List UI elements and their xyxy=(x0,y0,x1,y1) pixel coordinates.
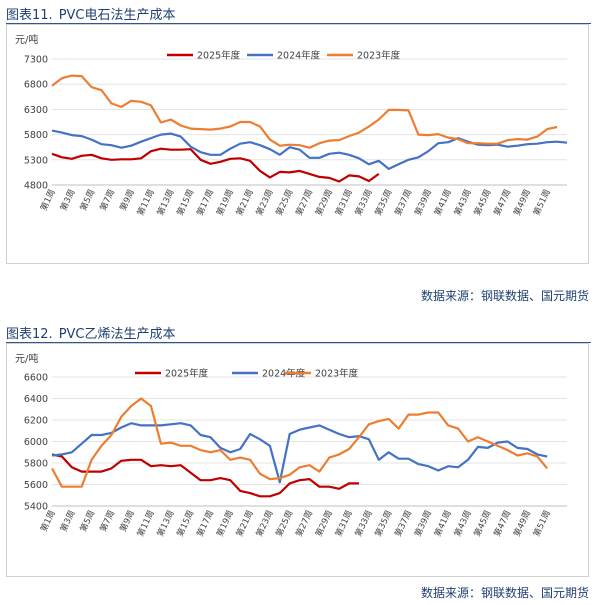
legend-label: 2023年度 xyxy=(357,50,401,62)
y-tick-label: 5600 xyxy=(24,480,48,491)
data-source-note: 数据来源：钢联数据、国元期货 xyxy=(420,586,589,600)
x-tick-label: 第41周 xyxy=(432,188,454,218)
x-tick-label: 第21周 xyxy=(234,188,256,218)
x-tick-label: 第23周 xyxy=(254,188,276,218)
x-tick-label: 第37周 xyxy=(393,188,415,218)
legend-item: 2023年度 xyxy=(285,368,359,380)
x-tick-label: 第17周 xyxy=(194,509,216,539)
series-line-2024年度 xyxy=(51,422,548,484)
x-tick-label: 第39周 xyxy=(412,509,434,539)
legend-label: 2025年度 xyxy=(197,50,241,62)
x-tick-label: 第49周 xyxy=(511,509,533,539)
x-tick-label: 第25周 xyxy=(274,188,296,218)
x-tick-label: 第47周 xyxy=(492,509,514,539)
x-tick-label: 第9周 xyxy=(118,509,137,534)
x-tick-label: 第41周 xyxy=(432,509,454,539)
x-tick-label: 第45周 xyxy=(472,509,494,539)
x-tick-label: 第13周 xyxy=(155,509,177,539)
x-tick-label: 第9周 xyxy=(118,188,137,213)
chart-panel: 元/吨 4800 5300 5800 6300 6800 7300 第1周 第3周 第5周 第7周第… xyxy=(6,24,589,264)
x-tick-label: 第25周 xyxy=(274,509,296,539)
x-tick-label: 第51周 xyxy=(531,509,553,539)
legend-item: 2024年度 xyxy=(232,368,306,380)
series-line-2024年度 xyxy=(51,129,568,170)
x-tick-label: 第51周 xyxy=(531,188,553,218)
x-tick-label: 第29周 xyxy=(313,509,335,539)
y-tick-label: 6800 xyxy=(24,80,48,91)
legend-label: 2023年度 xyxy=(315,368,359,380)
legend-item: 2025年度 xyxy=(135,368,209,380)
y-tick-label: 5800 xyxy=(24,130,48,141)
x-tick-label: 第45周 xyxy=(472,188,494,218)
y-tick-label: 7300 xyxy=(24,55,48,66)
title-divider xyxy=(6,342,591,343)
x-tick-label: 第11周 xyxy=(135,188,157,218)
legend-item: 2023年度 xyxy=(327,50,401,62)
x-tick-label: 第39周 xyxy=(412,188,434,218)
x-tick-label: 第31周 xyxy=(333,509,355,539)
legend-label: 2024年度 xyxy=(262,368,306,380)
y-tick-label: 6000 xyxy=(24,437,48,448)
figure-label: 图表12. xyxy=(6,327,53,342)
y-tick-label: 5300 xyxy=(24,155,48,166)
figure-title: 图表12. PVC乙烯法生产成本 xyxy=(6,323,182,342)
x-tick-label: 第47周 xyxy=(492,188,514,218)
chart-panel: 元/吨 5400 5600 5800 6000 6200 6400 6600 第1周 第3周 第5周… xyxy=(6,343,589,577)
cost-chart-carbide: 元/吨480053005800630068007300第1周 第3周 第5周 第7周第… xyxy=(15,33,568,218)
x-tick-label: 第21周 xyxy=(234,509,256,539)
series-line-2023年度 xyxy=(51,397,549,488)
y-axis-label: 元/吨 xyxy=(15,352,38,365)
x-tick-label: 第19周 xyxy=(214,188,236,218)
x-tick-label: 第43周 xyxy=(452,509,474,539)
series-line-2023年度 xyxy=(51,74,558,149)
x-tick-label: 第13周 xyxy=(155,188,177,218)
x-tick-label: 第15周 xyxy=(175,188,197,218)
x-tick-label: 第7周 xyxy=(98,509,117,534)
x-tick-label: 第5周 xyxy=(78,509,97,534)
y-tick-label: 6600 xyxy=(24,373,48,384)
legend-item: 2025年度 xyxy=(167,50,241,62)
y-axis-label: 元/吨 xyxy=(15,33,38,46)
x-tick-label: 第11周 xyxy=(135,509,157,539)
x-tick-label: 第49周 xyxy=(511,188,533,218)
y-tick-label: 6200 xyxy=(24,416,48,427)
x-tick-label: 第31周 xyxy=(333,188,355,218)
x-tick-label: 第23周 xyxy=(254,509,276,539)
x-tick-label: 第29周 xyxy=(313,188,335,218)
x-tick-label: 第35周 xyxy=(373,509,395,539)
figure-title-text: PVC乙烯法生产成本 xyxy=(58,327,176,342)
data-source-note: 数据来源：钢联数据、国元期货 xyxy=(420,289,589,303)
y-tick-label: 5800 xyxy=(24,459,48,470)
x-tick-label: 第5周 xyxy=(78,188,97,213)
series-line-2025年度 xyxy=(51,453,359,498)
x-tick-label: 第33周 xyxy=(353,188,375,218)
figure-title: 图表11. PVC电石法生产成本 xyxy=(6,4,182,23)
x-tick-label: 第3周 xyxy=(58,509,77,534)
y-tick-label: 5400 xyxy=(24,502,48,513)
x-tick-label: 第15周 xyxy=(175,509,197,539)
y-tick-label: 6400 xyxy=(24,394,48,405)
figure-label: 图表11. xyxy=(6,8,53,23)
x-tick-label: 第43周 xyxy=(452,188,474,218)
figure-title-text: PVC电石法生产成本 xyxy=(58,8,176,23)
x-tick-label: 第33周 xyxy=(353,509,375,539)
y-tick-label: 4800 xyxy=(24,181,48,192)
x-tick-label: 第35周 xyxy=(373,188,395,218)
title-divider xyxy=(6,23,591,24)
x-tick-label: 第27周 xyxy=(293,509,315,539)
x-tick-label: 第7周 xyxy=(98,188,117,213)
x-tick-label: 第37周 xyxy=(393,509,415,539)
x-tick-label: 第3周 xyxy=(58,188,77,213)
y-tick-label: 6300 xyxy=(24,105,48,116)
x-tick-label: 第17周 xyxy=(194,188,216,218)
legend-label: 2024年度 xyxy=(277,50,321,62)
legend-label: 2025年度 xyxy=(165,368,209,380)
x-tick-label: 第19周 xyxy=(214,509,236,539)
legend-item: 2024年度 xyxy=(247,50,321,62)
series-line-2025年度 xyxy=(51,147,380,183)
x-tick-label: 第27周 xyxy=(293,188,315,218)
